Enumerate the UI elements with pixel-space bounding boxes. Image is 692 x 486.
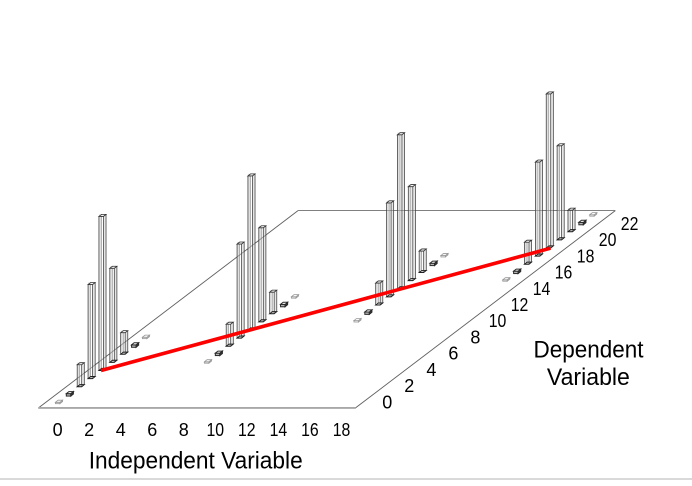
svg-text:0: 0 [382, 392, 392, 412]
svg-text:6: 6 [448, 344, 458, 364]
svg-text:14: 14 [533, 279, 551, 299]
svg-text:6: 6 [147, 420, 157, 440]
svg-text:16: 16 [301, 420, 319, 440]
svg-text:18: 18 [577, 246, 595, 266]
svg-text:10: 10 [489, 311, 507, 331]
svg-text:22: 22 [621, 214, 639, 234]
svg-text:10: 10 [207, 420, 225, 440]
svg-text:0: 0 [53, 420, 63, 440]
svg-text:4: 4 [116, 420, 126, 440]
svg-text:2: 2 [84, 420, 94, 440]
svg-text:18: 18 [333, 420, 351, 440]
svg-text:4: 4 [426, 360, 436, 380]
svg-text:8: 8 [470, 328, 480, 348]
svg-text:Dependent: Dependent [534, 337, 644, 364]
svg-text:16: 16 [555, 263, 573, 283]
svg-text:14: 14 [270, 420, 288, 440]
svg-text:2: 2 [404, 376, 414, 396]
svg-text:20: 20 [599, 230, 617, 250]
svg-text:12: 12 [511, 295, 529, 315]
svg-text:12: 12 [238, 420, 256, 440]
svg-text:8: 8 [179, 420, 189, 440]
svg-text:Independent Variable: Independent Variable [89, 448, 303, 475]
svg-text:Variable: Variable [547, 364, 630, 391]
